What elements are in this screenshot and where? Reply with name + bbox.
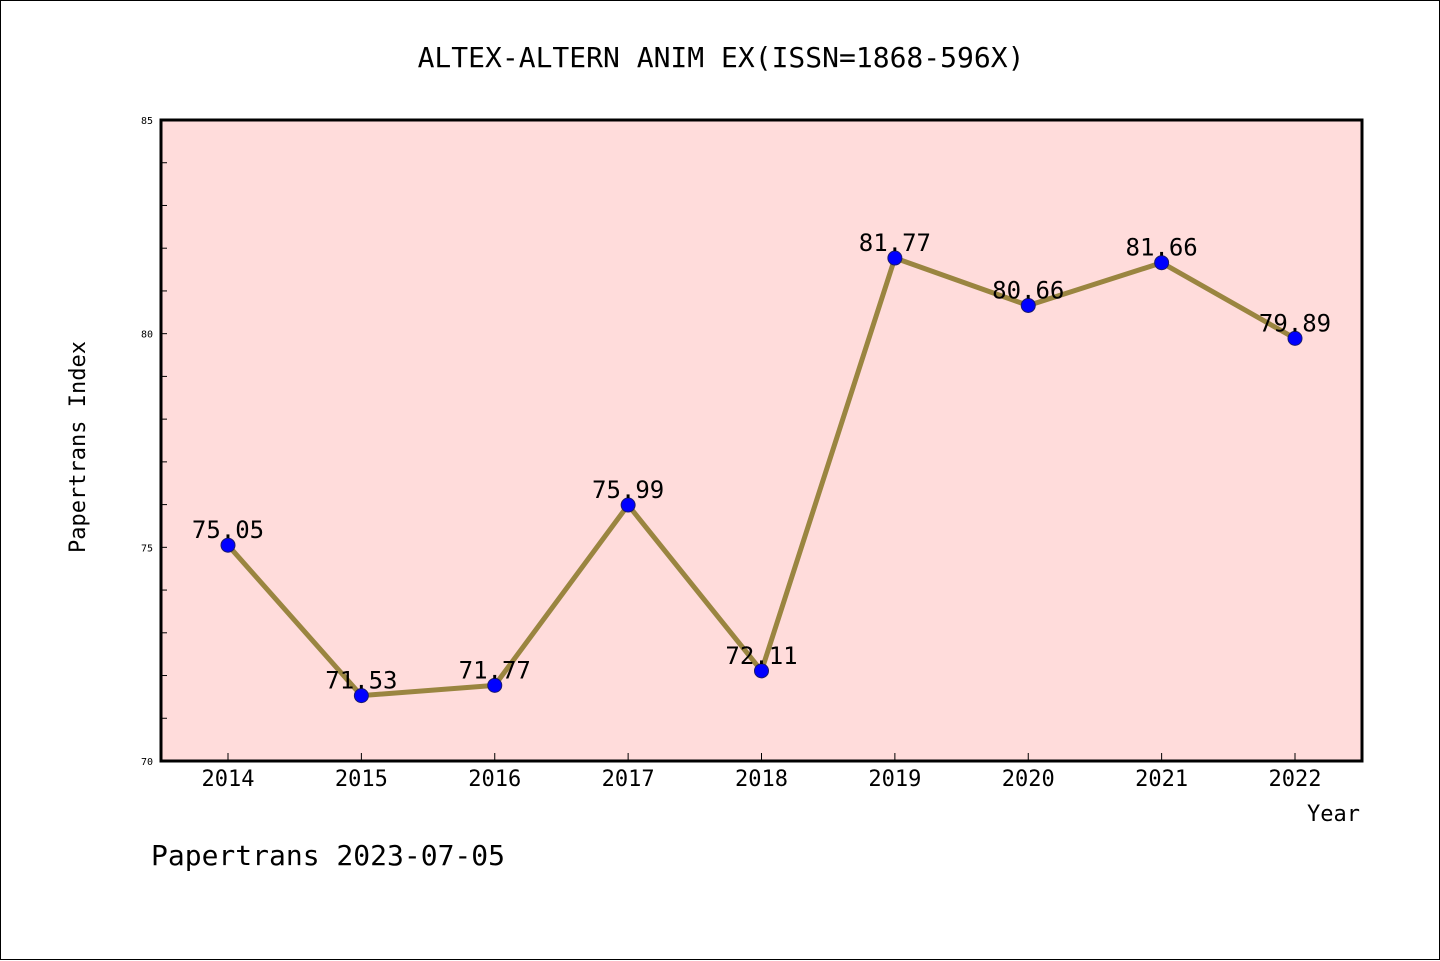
chart-title: ALTEX-ALTERN ANIM EX(ISSN=1868-596X) — [418, 41, 1025, 74]
x-tick-label: 2016 — [468, 767, 521, 792]
x-axis: 2014 2015 2016 2017 2018 2019 2020 2021 2022 — [202, 753, 1322, 792]
data-points — [220, 250, 1303, 704]
x-tick-label: 2021 — [1135, 767, 1188, 792]
data-label: 71.77 — [459, 656, 531, 684]
x-tick-label: 2017 — [602, 767, 655, 792]
y-tick-label: 80 — [141, 330, 153, 341]
data-point — [1154, 255, 1170, 271]
data-label: 72.11 — [725, 642, 797, 670]
footer-text: Papertrans 2023-07-05 — [151, 839, 505, 872]
data-point — [620, 497, 636, 513]
data-point — [754, 663, 769, 679]
x-tick-label: 2014 — [202, 767, 255, 792]
y-axis-label: Papertrans Index — [66, 341, 91, 553]
x-axis-label: Year — [1307, 802, 1360, 827]
data-point — [1287, 330, 1303, 346]
x-tick-label: 2018 — [735, 767, 788, 792]
data-point — [220, 537, 236, 553]
data-point — [1020, 297, 1036, 313]
y-tick-label: 85 — [141, 116, 153, 127]
data-label: 81.77 — [859, 229, 931, 257]
plot-area — [159, 118, 1364, 763]
data-label: 75.99 — [592, 476, 664, 504]
data-point — [487, 677, 503, 693]
x-tick-label: 2015 — [335, 767, 388, 792]
data-labels: 75.05 71.53 71.77 75.99 72.11 81.77 80.66 81.66… — [192, 229, 1331, 695]
x-tick-label: 2020 — [1002, 767, 1055, 792]
data-point — [353, 688, 369, 704]
x-tick-label: 2022 — [1269, 767, 1322, 792]
data-label: 75.05 — [192, 516, 264, 544]
data-label: 79.89 — [1259, 309, 1331, 337]
data-label: 71.53 — [325, 667, 397, 695]
data-point — [887, 250, 903, 266]
data-label: 80.66 — [992, 276, 1064, 304]
y-axis: 70 75 80 85 — [141, 116, 167, 768]
data-label: 81.66 — [1126, 234, 1198, 262]
x-tick-label: 2019 — [868, 767, 921, 792]
y-tick-label: 75 — [141, 543, 153, 554]
y-tick-label: 70 — [141, 757, 153, 768]
